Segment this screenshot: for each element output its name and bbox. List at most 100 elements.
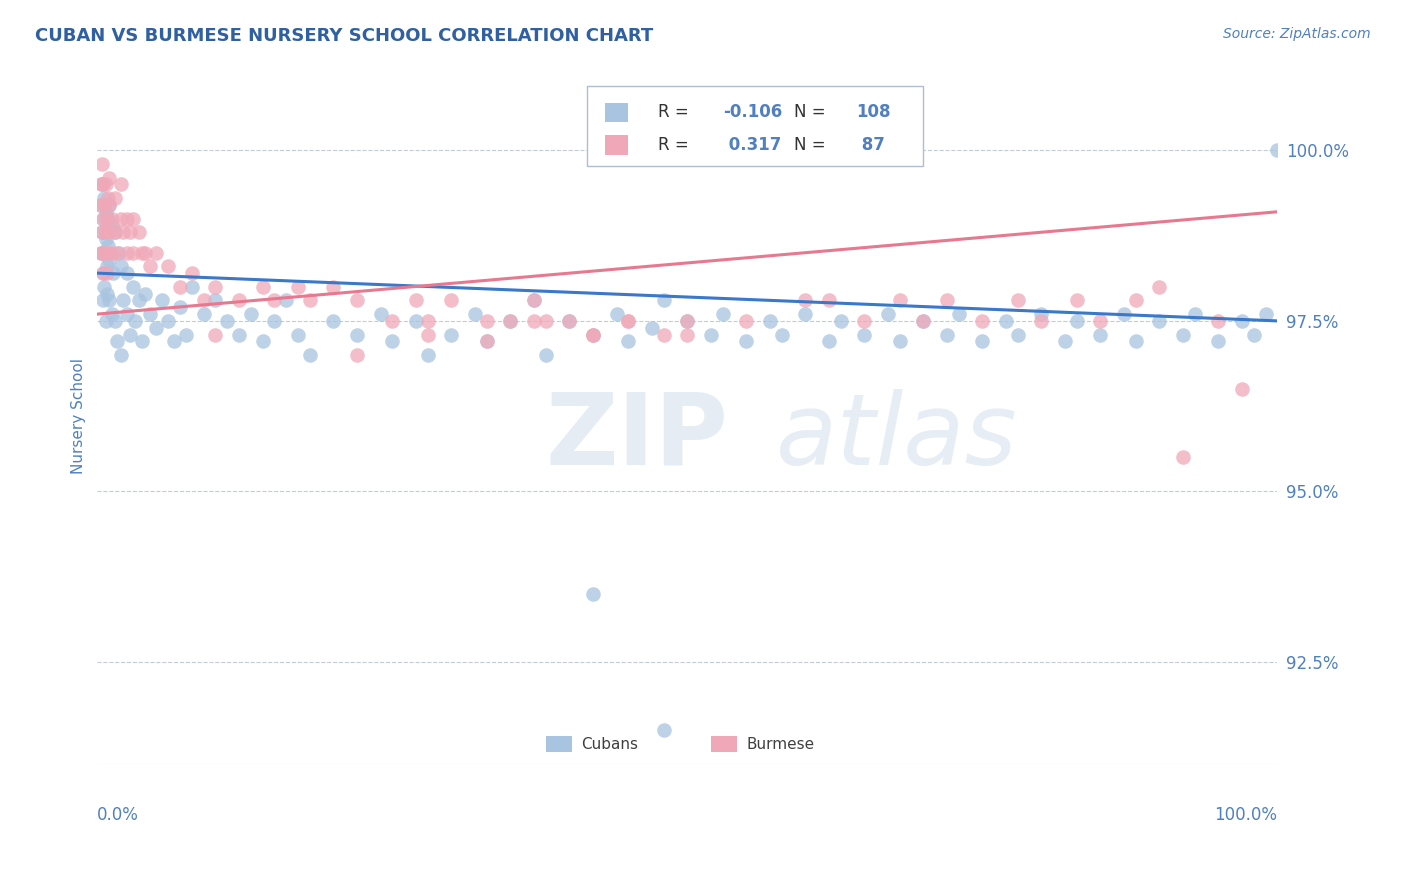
Point <box>228 293 250 308</box>
Point <box>91 178 114 192</box>
Point <box>298 348 321 362</box>
Point <box>1007 327 1029 342</box>
Point <box>145 320 167 334</box>
Point <box>193 307 215 321</box>
Point <box>972 314 994 328</box>
Point <box>100 307 122 321</box>
Point <box>115 307 138 321</box>
Point <box>936 327 959 342</box>
Point <box>818 334 841 349</box>
Point <box>134 286 156 301</box>
Point <box>1230 382 1253 396</box>
Point <box>104 225 127 239</box>
Point <box>440 293 463 308</box>
Point <box>115 211 138 226</box>
Point <box>1007 293 1029 308</box>
Point <box>877 307 900 321</box>
Point <box>794 293 817 308</box>
Point <box>617 334 640 349</box>
Point <box>464 307 486 321</box>
Point <box>145 245 167 260</box>
Point <box>582 327 605 342</box>
Point <box>276 293 298 308</box>
Point <box>157 260 180 274</box>
Point <box>91 266 114 280</box>
Point <box>94 204 117 219</box>
Point <box>1031 314 1053 328</box>
Point <box>169 280 191 294</box>
Point <box>853 327 876 342</box>
Point <box>617 314 640 328</box>
Point <box>91 225 114 239</box>
Point <box>131 245 153 260</box>
Point <box>1243 327 1265 342</box>
Point <box>1066 314 1088 328</box>
Point <box>121 211 143 226</box>
Point <box>91 178 114 192</box>
Point <box>1090 314 1112 328</box>
Point <box>97 191 120 205</box>
Point <box>558 314 581 328</box>
Point <box>652 327 675 342</box>
Point <box>94 232 117 246</box>
Point <box>180 280 202 294</box>
Point <box>107 245 129 260</box>
Point <box>96 260 118 274</box>
Point <box>416 314 439 328</box>
Point <box>912 314 935 328</box>
Point <box>96 266 118 280</box>
Point <box>912 314 935 328</box>
Point <box>1254 307 1277 321</box>
Text: ZIP: ZIP <box>546 389 728 486</box>
Point <box>98 170 121 185</box>
Point <box>131 334 153 349</box>
Point <box>110 178 132 192</box>
Point <box>112 293 135 308</box>
Point <box>794 307 817 321</box>
Point <box>97 245 120 260</box>
FancyBboxPatch shape <box>588 86 924 166</box>
Point <box>818 293 841 308</box>
Point <box>582 327 605 342</box>
Point <box>676 327 699 342</box>
Point <box>889 334 911 349</box>
Point <box>381 314 404 328</box>
Point <box>558 314 581 328</box>
Point <box>475 334 498 349</box>
Point <box>948 307 970 321</box>
Point <box>1208 314 1230 328</box>
Point <box>104 191 127 205</box>
Point <box>107 245 129 260</box>
Point <box>91 266 114 280</box>
Point <box>91 245 114 260</box>
Point <box>112 225 135 239</box>
Text: CUBAN VS BURMESE NURSERY SCHOOL CORRELATION CHART: CUBAN VS BURMESE NURSERY SCHOOL CORRELAT… <box>35 27 654 45</box>
Point <box>104 225 127 239</box>
Point <box>1112 307 1135 321</box>
Text: atlas: atlas <box>776 389 1018 486</box>
Point <box>346 348 368 362</box>
Point <box>104 314 127 328</box>
Bar <box>546 737 572 752</box>
Point <box>523 314 546 328</box>
Text: 108: 108 <box>856 103 890 121</box>
Point <box>90 178 112 192</box>
Point <box>499 314 522 328</box>
Point <box>98 198 121 212</box>
Point <box>124 314 146 328</box>
Point <box>582 327 605 342</box>
Point <box>700 327 723 342</box>
Point <box>91 293 114 308</box>
Point <box>735 334 758 349</box>
Text: Cubans: Cubans <box>581 737 638 752</box>
Point <box>263 314 285 328</box>
Point <box>120 327 142 342</box>
Point <box>128 293 150 308</box>
Point <box>534 348 557 362</box>
Point <box>128 225 150 239</box>
Text: Burmese: Burmese <box>747 737 814 752</box>
Point <box>1125 293 1147 308</box>
Point <box>204 327 226 342</box>
Point <box>94 314 117 328</box>
Point <box>96 211 118 226</box>
